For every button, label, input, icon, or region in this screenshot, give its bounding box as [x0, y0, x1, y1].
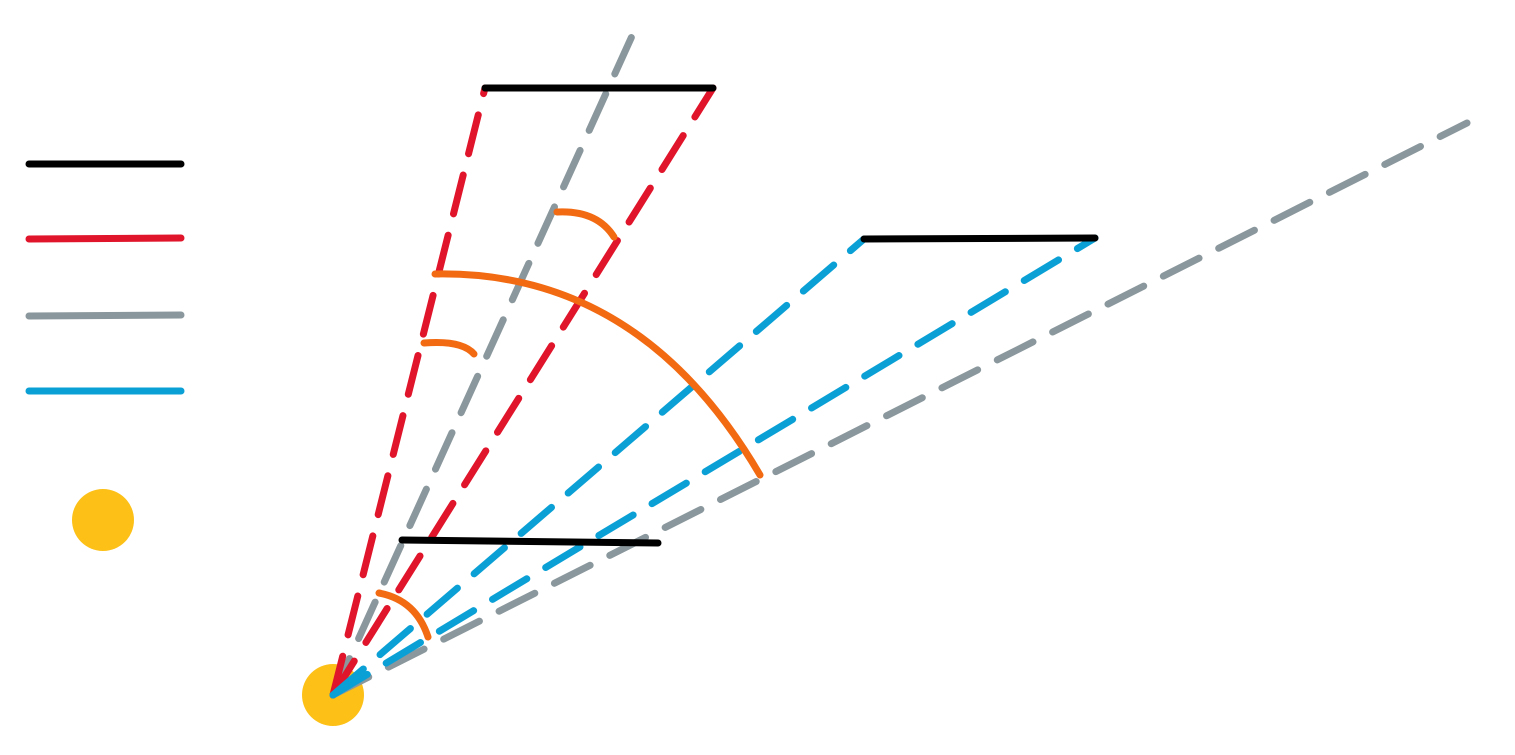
angle-arc-middle	[420, 339, 478, 358]
legend	[25, 160, 185, 551]
legend-swatch-gray-ray	[25, 311, 185, 320]
legend-eye-marker	[72, 489, 134, 551]
gray-ray-top	[329, 21, 641, 699]
angle-arc-large	[431, 270, 764, 479]
objects	[398, 84, 1099, 547]
angle-arc-top	[553, 208, 618, 241]
object-middle-right	[860, 234, 1099, 243]
legend-swatch-red-ray	[25, 234, 185, 243]
angle-arcs	[375, 208, 764, 641]
red-rays	[329, 84, 717, 699]
gray-ray-right	[329, 119, 1471, 699]
red-ray-right	[329, 84, 717, 699]
object-near	[398, 536, 662, 547]
blue-ray-right	[329, 234, 1099, 699]
angle-arc-near	[375, 589, 432, 641]
red-ray-left	[329, 84, 489, 699]
gray-rays	[329, 21, 1471, 699]
blue-ray-left	[329, 235, 868, 699]
blue-rays	[329, 234, 1099, 699]
